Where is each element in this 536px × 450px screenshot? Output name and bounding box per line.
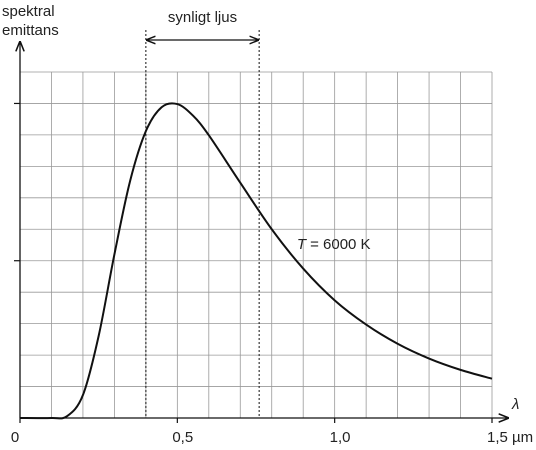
annotation-text: = 6000 K xyxy=(310,236,370,253)
curve xyxy=(19,102,493,420)
x-tick-label: 1,0 xyxy=(330,429,351,446)
x-tick-label: 0,5 xyxy=(172,429,193,446)
annotation-symbol: T xyxy=(297,236,308,253)
x-label: λ xyxy=(511,396,519,413)
grid xyxy=(20,71,493,418)
x-tick-label: 0 xyxy=(11,429,19,446)
x-tick-label: 1,5 µm xyxy=(487,429,533,446)
band-label: synligt ljus xyxy=(168,9,237,26)
y-label: emittans xyxy=(2,22,59,39)
annotation: T = 6000 K xyxy=(297,236,371,253)
y-label: spektral xyxy=(2,3,55,20)
